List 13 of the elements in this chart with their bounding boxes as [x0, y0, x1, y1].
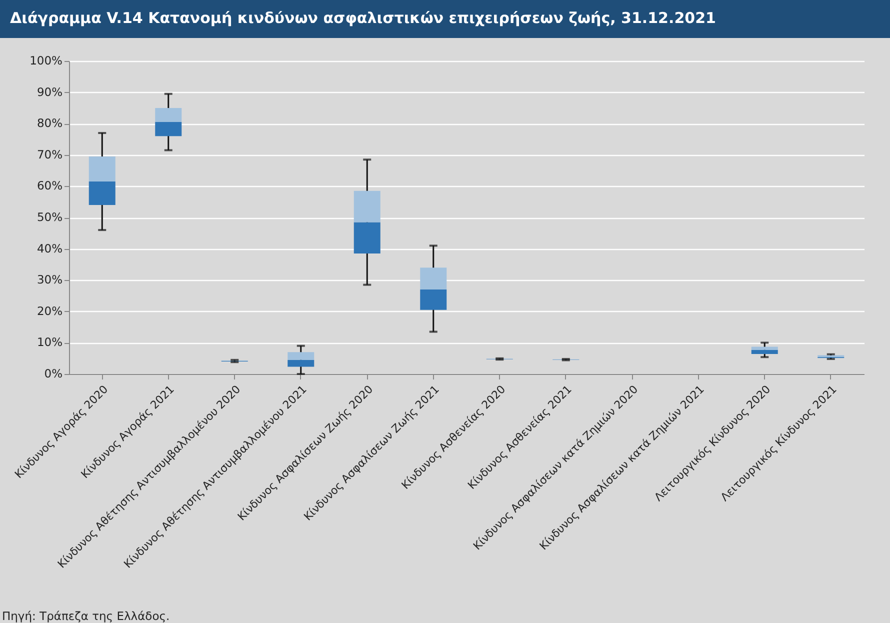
y-tick-label: 60% [36, 178, 63, 193]
y-tick-label: 40% [36, 241, 63, 256]
y-tick-label: 10% [36, 335, 63, 350]
y-tick-label: 70% [36, 147, 63, 162]
chart-title: Διάγραμμα V.14 Κατανομή κινδύνων ασφαλιστικών επιχειρήσεων ζωής, 31.12.2021 [0, 0, 890, 38]
y-tick-label: 20% [36, 304, 63, 318]
text: Πηγή: Τράπεζα της Ελλάδος. [2, 609, 170, 623]
y-tick-label: 50% [36, 210, 63, 224]
y-tick-label: 30% [36, 272, 63, 287]
y-tick-label: 100% [30, 54, 63, 68]
y-tick-label: 80% [36, 116, 63, 130]
y-tick-label: 0% [44, 366, 63, 380]
y-tick-label: 90% [36, 84, 63, 99]
